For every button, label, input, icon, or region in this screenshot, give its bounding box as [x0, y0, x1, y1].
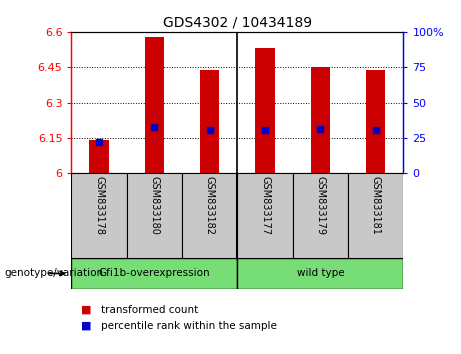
Bar	[200, 70, 219, 173]
Text: ■: ■	[81, 305, 91, 315]
Bar	[366, 70, 385, 173]
Bar	[237, 258, 403, 289]
Title: GDS4302 / 10434189: GDS4302 / 10434189	[163, 15, 312, 29]
Text: ■: ■	[81, 321, 91, 331]
Bar	[237, 173, 293, 258]
Text: wild type: wild type	[296, 268, 344, 279]
Bar	[71, 173, 127, 258]
Text: GSM833181: GSM833181	[371, 176, 381, 235]
Bar	[127, 173, 182, 258]
Bar	[293, 173, 348, 258]
Text: Gfi1b-overexpression: Gfi1b-overexpression	[99, 268, 210, 279]
Bar	[71, 258, 237, 289]
Bar	[145, 36, 164, 173]
Text: GSM833177: GSM833177	[260, 176, 270, 235]
Text: GSM833178: GSM833178	[94, 176, 104, 235]
Text: percentile rank within the sample: percentile rank within the sample	[101, 321, 278, 331]
Text: GSM833182: GSM833182	[205, 176, 215, 235]
Text: transformed count: transformed count	[101, 305, 199, 315]
Text: genotype/variation: genotype/variation	[5, 268, 104, 279]
Bar	[182, 173, 237, 258]
Text: GSM833180: GSM833180	[149, 176, 160, 235]
Bar	[89, 141, 109, 173]
Bar	[348, 173, 403, 258]
Bar	[255, 48, 275, 173]
Text: GSM833179: GSM833179	[315, 176, 325, 235]
Bar	[311, 67, 330, 173]
